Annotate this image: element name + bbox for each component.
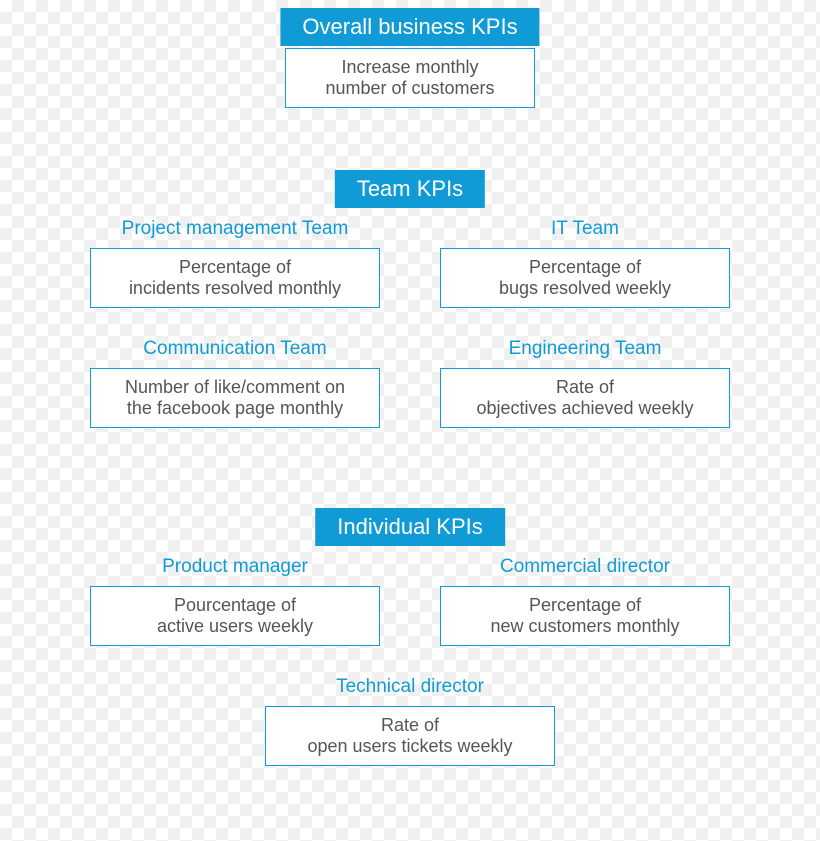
kpi-metric-line: Percentage of bbox=[179, 257, 291, 278]
kpi-metric-line: new customers monthly bbox=[490, 616, 679, 637]
team-kpi-box: Rate of objectives achieved weekly bbox=[440, 368, 730, 428]
kpi-metric-line: objectives achieved weekly bbox=[476, 398, 693, 419]
kpi-metric-line: Rate of bbox=[556, 377, 614, 398]
team-kpi-box: Percentage of bugs resolved weekly bbox=[440, 248, 730, 308]
kpi-metric-line: Percentage of bbox=[529, 257, 641, 278]
kpi-metric-line: Rate of bbox=[381, 715, 439, 736]
team-kpi-box: Number of like/comment on the facebook p… bbox=[90, 368, 380, 428]
team-row-1: Project management Team Percentage of in… bbox=[90, 218, 730, 308]
overall-header-wrap: Overall business KPIs bbox=[280, 8, 539, 46]
individual-col-technical: Technical director Rate of open users ti… bbox=[265, 676, 555, 766]
kpi-metric-line: active users weekly bbox=[157, 616, 313, 637]
team-label: Communication Team bbox=[143, 338, 326, 360]
kpi-metric-line: number of customers bbox=[325, 78, 494, 99]
kpi-metric-line: bugs resolved weekly bbox=[499, 278, 671, 299]
kpi-metric-line: Percentage of bbox=[529, 595, 641, 616]
team-row-2: Communication Team Number of like/commen… bbox=[90, 338, 730, 428]
individual-section-header: Individual KPIs bbox=[315, 508, 505, 546]
team-kpi-box: Percentage of incidents resolved monthly bbox=[90, 248, 380, 308]
overall-section-header: Overall business KPIs bbox=[280, 8, 539, 46]
team-col-pm: Project management Team Percentage of in… bbox=[90, 218, 380, 308]
overall-items: Increase monthly number of customers bbox=[285, 48, 535, 108]
kpi-metric-line: Number of like/comment on bbox=[125, 377, 345, 398]
overall-kpi-box: Increase monthly number of customers bbox=[285, 48, 535, 108]
individual-label: Commercial director bbox=[500, 556, 670, 578]
individual-items: Product manager Pourcentage of active us… bbox=[90, 556, 730, 766]
kpi-metric-line: the facebook page monthly bbox=[127, 398, 343, 419]
kpi-metric-line: Increase monthly bbox=[341, 57, 478, 78]
team-col-comm: Communication Team Number of like/commen… bbox=[90, 338, 380, 428]
kpi-metric-line: Pourcentage of bbox=[174, 595, 296, 616]
individual-col-product: Product manager Pourcentage of active us… bbox=[90, 556, 380, 646]
team-label: Project management Team bbox=[122, 218, 349, 240]
individual-kpi-box: Rate of open users tickets weekly bbox=[265, 706, 555, 766]
team-label: Engineering Team bbox=[509, 338, 662, 360]
team-col-eng: Engineering Team Rate of objectives achi… bbox=[440, 338, 730, 428]
individual-header-wrap: Individual KPIs bbox=[315, 508, 505, 546]
team-col-it: IT Team Percentage of bugs resolved week… bbox=[440, 218, 730, 308]
team-label: IT Team bbox=[551, 218, 619, 240]
individual-label: Product manager bbox=[162, 556, 308, 578]
individual-kpi-box: Percentage of new customers monthly bbox=[440, 586, 730, 646]
individual-row-1: Product manager Pourcentage of active us… bbox=[90, 556, 730, 646]
individual-label: Technical director bbox=[336, 676, 484, 698]
team-section-header: Team KPIs bbox=[335, 170, 485, 208]
individual-col-commercial: Commercial director Percentage of new cu… bbox=[440, 556, 730, 646]
team-items: Project management Team Percentage of in… bbox=[90, 218, 730, 428]
team-header-wrap: Team KPIs bbox=[335, 170, 485, 208]
individual-row-2: Technical director Rate of open users ti… bbox=[90, 676, 730, 766]
kpi-metric-line: incidents resolved monthly bbox=[129, 278, 341, 299]
kpi-metric-line: open users tickets weekly bbox=[307, 736, 512, 757]
individual-kpi-box: Pourcentage of active users weekly bbox=[90, 586, 380, 646]
